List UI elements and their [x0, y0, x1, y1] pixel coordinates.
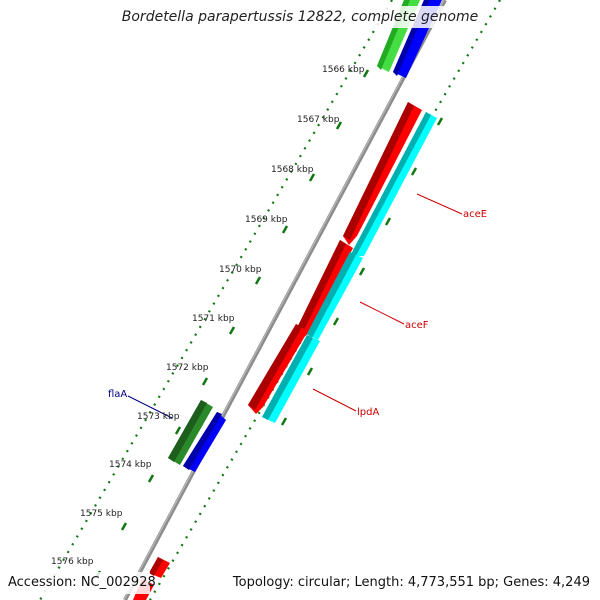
tick-label-1574: 1574 kbp [109, 460, 152, 470]
gene-aceE-red[interactable] [343, 102, 422, 245]
tick-label-1567: 1567 kbp [297, 115, 340, 125]
tick-label-1576: 1576 kbp [51, 557, 94, 567]
tick-label-1573: 1573 kbp [137, 412, 180, 422]
accession-label: Accession: NC_002928 [8, 575, 156, 590]
flaA-connector [127, 395, 173, 419]
gene-bottom-red-1[interactable] [149, 557, 170, 578]
tick-label-1571: 1571 kbp [192, 314, 235, 324]
gene-label-aceE[interactable]: aceE [463, 209, 487, 220]
map-title: Bordetella parapertussis 12822, complete… [121, 9, 479, 25]
tick-label-1572: 1572 kbp [166, 363, 209, 373]
tick-label-1570: 1570 kbp [219, 265, 262, 275]
topology-summary: Topology: circular; Length: 4,773,551 bp… [232, 575, 590, 590]
gene-lpdA-red[interactable] [248, 324, 308, 414]
gene-aceF-cyan[interactable] [307, 252, 363, 340]
gene-label-lpdA[interactable]: lpdA [357, 407, 379, 418]
tick-label-1568: 1568 kbp [271, 165, 314, 175]
gene-aceE-cyan[interactable] [350, 112, 437, 256]
gene-label-flaA[interactable]: flaA [108, 389, 127, 400]
tick-label-1575: 1575 kbp [80, 509, 123, 519]
tick-label-1566: 1566 kbp [322, 65, 365, 75]
tick-labels: 1566 kbp 1567 kbp 1568 kbp 1569 kbp 1570… [51, 65, 365, 567]
title-backdrop [120, 6, 480, 28]
gene-aceF-red[interactable] [296, 240, 353, 338]
genome-backbone [123, 0, 447, 600]
genome-backbone-highlight [123, 0, 445, 600]
aceE-connector [416, 193, 463, 215]
aceF-connector [359, 301, 405, 325]
footer-left-backdrop [4, 572, 150, 594]
gene-flaA-green[interactable] [168, 400, 213, 465]
lpdA-connector [312, 388, 357, 412]
footer-right-backdrop [256, 572, 596, 594]
gene-lpdA-cyan[interactable] [262, 335, 320, 423]
tick-label-1569: 1569 kbp [245, 215, 288, 225]
gene-label-aceF[interactable]: aceF [405, 320, 429, 331]
gene-flaA-blue[interactable] [183, 412, 226, 472]
